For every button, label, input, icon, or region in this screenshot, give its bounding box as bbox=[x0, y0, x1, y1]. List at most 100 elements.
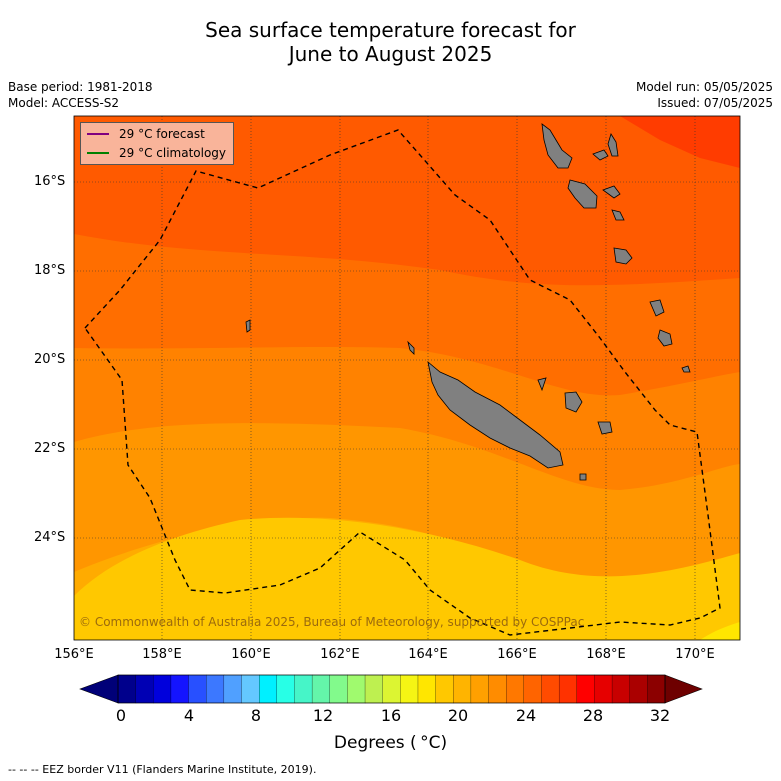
lon-label-162e: 162°E bbox=[320, 647, 360, 662]
forecast-label: 29 °C forecast bbox=[119, 127, 205, 141]
lon-label-166e: 166°E bbox=[497, 647, 537, 662]
base-period: Base period: 1981-2018 bbox=[8, 80, 153, 94]
lon-label-164e: 164°E bbox=[408, 647, 448, 662]
vanuatu-island-c bbox=[602, 185, 621, 199]
sst-field bbox=[74, 116, 740, 640]
model-name: Model: ACCESS-S2 bbox=[8, 96, 120, 110]
colorbar-swatch bbox=[576, 674, 596, 704]
chesterfield-islets bbox=[245, 319, 251, 333]
colorbar-swatch bbox=[347, 674, 366, 704]
vanuatu-espiritu-santo bbox=[541, 123, 573, 169]
colorbar-swatch bbox=[188, 674, 207, 704]
legend-climatology: 29 °C climatology bbox=[87, 145, 226, 161]
colorbar-swatch bbox=[647, 674, 666, 704]
meta-right: Model run: 05/05/2025 Issued: 07/05/2025 bbox=[636, 79, 773, 111]
colorbar-swatch bbox=[611, 674, 631, 704]
loyalty-ouvea bbox=[537, 377, 547, 392]
lon-label-160e: 160°E bbox=[231, 647, 271, 662]
climatology-label: 29 °C climatology bbox=[119, 146, 227, 160]
colorbar-tick-28: 28 bbox=[582, 706, 604, 725]
model-run: Model run: 05/05/2025 bbox=[635, 80, 773, 94]
colorbar-tick-0: 0 bbox=[115, 706, 127, 725]
land-masses bbox=[245, 123, 691, 481]
eez-footnote: -- -- -- EEZ border V11 (Flanders Marine… bbox=[8, 763, 317, 776]
colorbar-swatch bbox=[153, 674, 172, 704]
loyalty-mare bbox=[597, 421, 613, 435]
lon-label-170e: 170°E bbox=[675, 647, 715, 662]
title-line-2: June to August 2025 bbox=[288, 42, 493, 66]
vanuatu-island-d bbox=[611, 209, 625, 221]
colorbar-tick-4: 4 bbox=[183, 706, 195, 725]
colorbar-swatch bbox=[223, 674, 243, 704]
lat-label-16s: 16°S bbox=[34, 174, 66, 189]
colorbar-swatch bbox=[558, 674, 578, 704]
graticule bbox=[74, 116, 740, 640]
colorbar-swatch bbox=[470, 674, 490, 704]
eez-border bbox=[84, 129, 721, 636]
colorbar-swatch bbox=[170, 674, 190, 704]
matthew-island bbox=[649, 299, 665, 317]
lat-label-24s: 24°S bbox=[34, 530, 66, 545]
vanuatu-island-a bbox=[592, 149, 609, 161]
lat-label-18s: 18°S bbox=[34, 263, 66, 278]
colorbar-tick-12: 12 bbox=[312, 706, 334, 725]
lon-label-168e: 168°E bbox=[586, 647, 626, 662]
map-frame bbox=[73, 115, 741, 641]
climatology-line-swatch bbox=[87, 152, 109, 154]
colorbar-swatch bbox=[400, 674, 419, 704]
colorbar-swatch bbox=[435, 674, 454, 704]
sst-band-29 bbox=[74, 116, 740, 168]
colorbar-swatches bbox=[117, 674, 666, 704]
colorbar-swatch bbox=[206, 674, 225, 704]
colorbar-tick-32: 32 bbox=[649, 706, 671, 725]
colorbar-swatch bbox=[417, 674, 437, 704]
lat-label-20s: 20°S bbox=[34, 352, 66, 367]
isle-of-pines bbox=[579, 473, 587, 481]
colorbar-swatch bbox=[364, 674, 384, 704]
colorbar-frame bbox=[117, 674, 666, 704]
colorbar-tick-24: 24 bbox=[515, 706, 537, 725]
lon-label-156e: 156°E bbox=[54, 647, 94, 662]
colorbar-swatch bbox=[117, 674, 137, 704]
colorbar-swatch bbox=[488, 674, 507, 704]
contour-legend: 29 °C forecast 29 °C climatology bbox=[80, 122, 234, 165]
colorbar-title: Degrees ( °C) bbox=[333, 733, 448, 753]
colorbar-max-arrow bbox=[664, 674, 703, 704]
meta-left: Base period: 1981-2018 Model: ACCESS-S2 bbox=[8, 79, 153, 111]
colorbar-tick-8: 8 bbox=[250, 706, 262, 725]
vanuatu-malakula bbox=[567, 179, 598, 209]
new-caledonia-island bbox=[427, 360, 564, 469]
vanuatu-island-b bbox=[607, 133, 619, 157]
belep-island bbox=[407, 340, 415, 355]
loyalty-lifou bbox=[564, 391, 583, 413]
colorbar-swatch bbox=[382, 674, 401, 704]
lon-label-158e: 158°E bbox=[142, 647, 182, 662]
colorbar-tick-20: 20 bbox=[447, 706, 469, 725]
colorbar-swatch bbox=[241, 674, 260, 704]
colorbar-swatch bbox=[311, 674, 331, 704]
colorbar-swatch bbox=[594, 674, 613, 704]
colorbar-swatch bbox=[329, 674, 349, 704]
colorbar-min-arrow bbox=[79, 674, 119, 704]
small-island-e bbox=[681, 365, 691, 373]
colorbar-swatch bbox=[259, 674, 278, 704]
hunter-island bbox=[657, 329, 673, 347]
sst-band-22 bbox=[700, 622, 740, 640]
colorbar bbox=[79, 674, 703, 704]
colorbar-swatch bbox=[523, 674, 543, 704]
copyright-notice: © Commonwealth of Australia 2025, Bureau… bbox=[79, 615, 585, 629]
colorbar-swatch bbox=[453, 674, 472, 704]
colorbar-swatch bbox=[135, 674, 154, 704]
colorbar-swatch bbox=[506, 674, 525, 704]
colorbar-tick-16: 16 bbox=[380, 706, 402, 725]
lat-label-22s: 22°S bbox=[34, 441, 66, 456]
title-line-1: Sea surface temperature forecast for bbox=[205, 18, 576, 42]
vanuatu-efate bbox=[613, 247, 633, 265]
colorbar-swatch bbox=[629, 674, 649, 704]
map-title: Sea surface temperature forecast for Jun… bbox=[0, 18, 781, 66]
sst-band-23 bbox=[74, 517, 740, 640]
legend-forecast: 29 °C forecast bbox=[87, 126, 205, 142]
colorbar-swatch bbox=[276, 674, 296, 704]
colorbar-swatch bbox=[541, 674, 560, 704]
